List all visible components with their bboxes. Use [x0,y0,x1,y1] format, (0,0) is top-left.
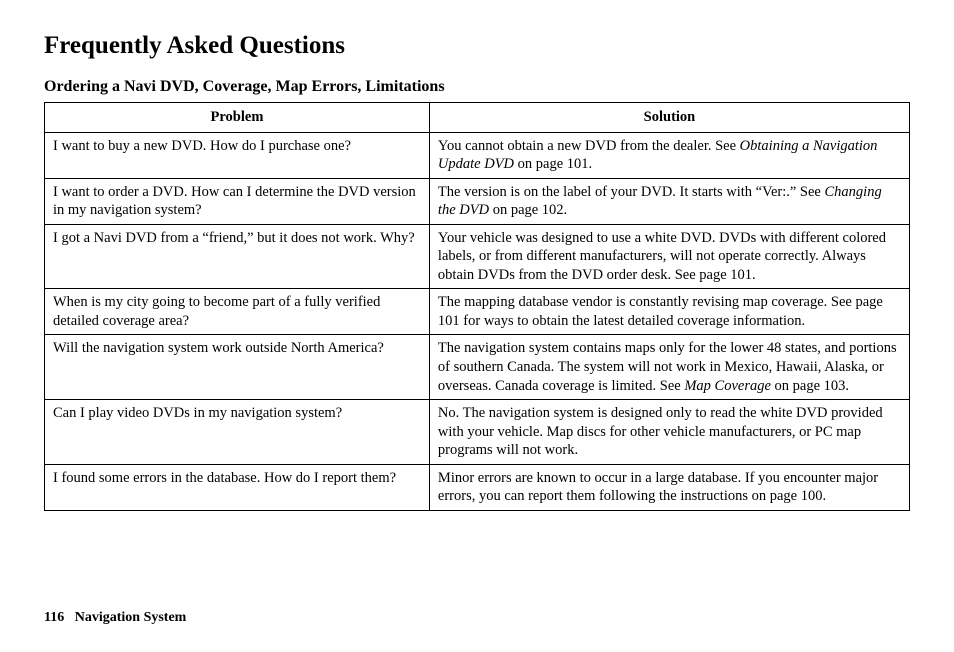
problem-cell: Will the navigation system work outside … [45,335,430,400]
problem-cell: When is my city going to become part of … [45,289,430,335]
page: Frequently Asked Questions Ordering a Na… [0,0,954,652]
problem-cell: I want to buy a new DVD. How do I purcha… [45,132,430,178]
table-row: I found some errors in the database. How… [45,464,910,510]
problem-cell: I want to order a DVD. How can I determi… [45,178,430,224]
footer-section-label: Navigation System [75,610,187,625]
page-title: Frequently Asked Questions [44,32,910,60]
faq-table: Problem Solution I want to buy a new DVD… [44,102,910,511]
solution-cell: The navigation system contains maps only… [429,335,909,400]
solution-cell: The version is on the label of your DVD.… [429,178,909,224]
problem-cell: I found some errors in the database. How… [45,464,430,510]
table-row: I want to buy a new DVD. How do I purcha… [45,132,910,178]
section-title: Ordering a Navi DVD, Coverage, Map Error… [44,78,910,96]
table-header-row: Problem Solution [45,103,910,133]
table-row: Will the navigation system work outside … [45,335,910,400]
solution-cell: Your vehicle was designed to use a white… [429,224,909,289]
solution-cell: You cannot obtain a new DVD from the dea… [429,132,909,178]
solution-cell: The mapping database vendor is constantl… [429,289,909,335]
table-row: When is my city going to become part of … [45,289,910,335]
page-number: 116 [44,610,64,625]
table-body: I want to buy a new DVD. How do I purcha… [45,132,910,510]
solution-cell: No. The navigation system is designed on… [429,400,909,465]
problem-cell: Can I play video DVDs in my navigation s… [45,400,430,465]
problem-cell: I got a Navi DVD from a “friend,” but it… [45,224,430,289]
table-row: Can I play video DVDs in my navigation s… [45,400,910,465]
table-row: I got a Navi DVD from a “friend,” but it… [45,224,910,289]
page-footer: 116 Navigation System [44,610,186,626]
table-row: I want to order a DVD. How can I determi… [45,178,910,224]
header-solution: Solution [429,103,909,133]
header-problem: Problem [45,103,430,133]
solution-cell: Minor errors are known to occur in a lar… [429,464,909,510]
